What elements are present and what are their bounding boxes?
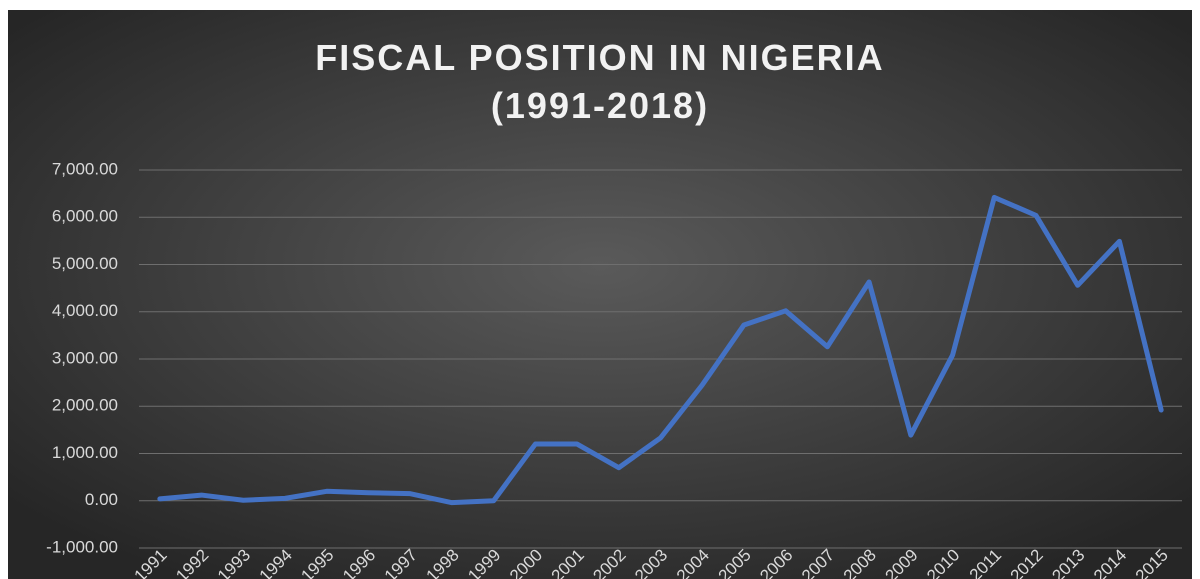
chart-background [8, 10, 1192, 579]
y-tick-label: 4,000.00 [52, 301, 118, 320]
y-tick-label: -1,000.00 [46, 537, 118, 556]
data-line [157, 194, 1164, 506]
chart-subtitle: (1991-2018) [491, 85, 709, 126]
y-tick-label: 0.00 [85, 490, 118, 509]
chart-title: FISCAL POSITION IN NIGERIA [315, 37, 884, 78]
y-tick-label: 5,000.00 [52, 254, 118, 273]
y-tick-label: 2,000.00 [52, 396, 118, 415]
y-tick-label: 6,000.00 [52, 207, 118, 226]
y-tick-label: 7,000.00 [52, 159, 118, 178]
y-tick-label: 1,000.00 [52, 443, 118, 462]
y-tick-label: 3,000.00 [52, 348, 118, 367]
